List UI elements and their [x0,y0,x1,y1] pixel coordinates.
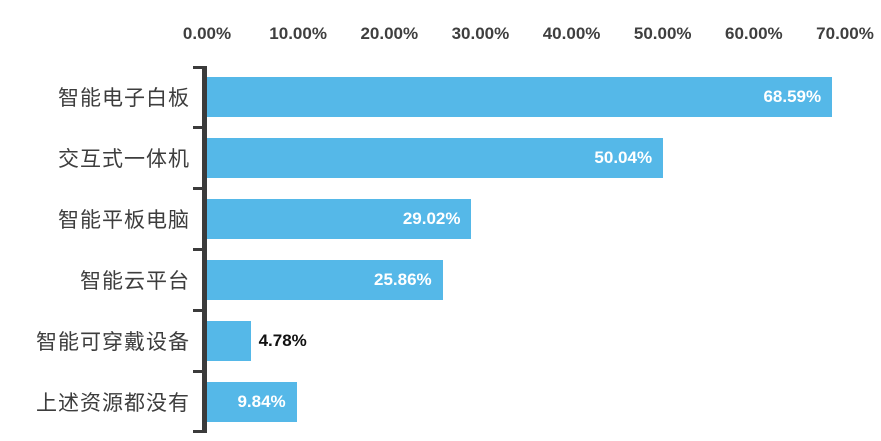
value-label: 29.02% [402,208,461,228]
bar: 50.04% [207,137,664,178]
category-label: 智能电子白板 [58,85,190,110]
bar: 68.59% [207,76,833,117]
x-axis-tick-label: 10.00% [269,24,327,43]
plot-area: 智能电子白板 68.59% 交互式一体机 50.04% 智能平板电脑 29.02… [0,66,881,433]
y-axis-tick [193,370,202,374]
x-axis-tick-label: 50.00% [633,24,692,43]
x-axis-tick-label: 20.00% [360,24,419,43]
y-axis-tick [193,186,202,190]
bar-track: 29.02% [207,188,845,249]
bar-row: 智能电子白板 68.59% [0,66,881,127]
y-axis-tick [193,430,202,433]
bar-track: 25.86% [207,249,845,310]
bar: 9.84% [207,382,297,423]
category-label: 智能平板电脑 [58,207,190,232]
bar-row: 交互式一体机 50.04% [0,127,881,188]
bar-row: 智能云平台 25.86% [0,249,881,310]
value-label: 4.78% [258,331,307,351]
category-label: 智能云平台 [80,269,190,294]
category-label: 交互式一体机 [58,146,190,171]
bar-track: 9.84% [207,372,845,433]
y-axis-tick [193,125,202,129]
value-label: 50.04% [594,147,653,167]
bar: 29.02% [207,198,472,239]
x-axis: 0.00% 10.00% 20.00% 30.00% 40.00% 50.00%… [183,24,874,48]
y-axis-tick [193,309,202,313]
bar: 4.78% [207,321,307,362]
bar-track: 68.59% [207,66,845,127]
x-axis-tick-label: 30.00% [451,24,510,43]
bar-row: 智能平板电脑 29.02% [0,188,881,249]
category-label: 上述资源都没有 [36,391,190,416]
x-axis-tick-label: 40.00% [542,24,601,43]
bar-track: 50.04% [207,127,845,188]
x-axis-tick-label: 0.00% [182,24,232,43]
value-label: 68.59% [763,86,822,106]
bar-track: 4.78% [207,311,845,372]
value-label: 25.86% [374,270,432,290]
bar: 25.86% [207,260,443,301]
y-axis-line [193,66,207,433]
category-label: 智能可穿戴设备 [36,330,190,355]
y-axis-tick [193,66,202,69]
bar-row: 上述资源都没有 9.84% [0,372,881,433]
bar-row: 智能可穿戴设备 4.78% [0,311,881,372]
value-label: 9.84% [237,392,286,412]
y-axis-tick [193,248,202,251]
x-axis-tick-label: 70.00% [816,24,874,43]
x-axis-tick-label: 60.00% [725,24,783,43]
